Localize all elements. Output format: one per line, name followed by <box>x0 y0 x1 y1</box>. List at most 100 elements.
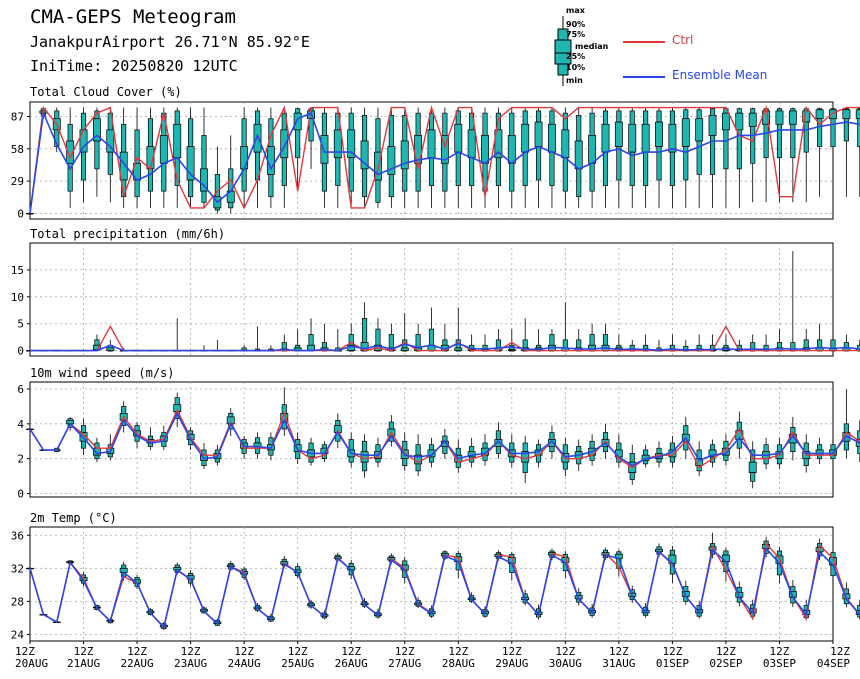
x-tick-date: 03SEP <box>763 657 796 670</box>
ensemble-box <box>360 434 369 478</box>
box-iqr <box>79 129 88 153</box>
box-lower <box>562 157 568 192</box>
ensemble-box <box>494 422 503 459</box>
ctrl-legend-label: Ctrl <box>672 33 694 47</box>
box-upper <box>402 560 408 566</box>
box-lower <box>375 350 381 352</box>
box-upper <box>147 118 154 147</box>
box-upper <box>509 112 515 136</box>
box-lower <box>750 126 756 164</box>
box-legend-label: 75% <box>566 30 586 39</box>
x-tick-date: 27AUG <box>388 657 421 670</box>
x-tick-hour: 12Z <box>395 645 415 658</box>
location-label: JanakpurAirport 26.71°N 85.92°E <box>30 33 310 51</box>
box-upper <box>362 440 368 453</box>
box-upper <box>656 546 662 550</box>
ensemble-box <box>186 107 195 208</box>
panel-1: 0 5 10 15 <box>11 242 860 358</box>
box-iqr <box>855 109 860 120</box>
box-lower <box>509 162 515 192</box>
box-lower <box>696 140 702 175</box>
box-lower <box>295 451 301 460</box>
box-lower <box>669 456 675 463</box>
x-tick-date: 23AUG <box>174 657 207 670</box>
box-lower <box>602 446 609 453</box>
ensemble-box <box>467 437 476 468</box>
box-lower <box>843 118 849 142</box>
box-lower <box>402 168 408 192</box>
box-lower <box>415 162 421 192</box>
ensemble-box <box>802 329 811 352</box>
box-lower <box>188 179 194 198</box>
box-lower <box>723 454 729 461</box>
ensemble-box <box>588 107 597 208</box>
box-iqr <box>561 129 570 159</box>
box-upper <box>134 577 140 581</box>
box-upper <box>254 437 261 444</box>
box-upper <box>241 118 247 147</box>
box-lower <box>241 447 247 454</box>
box-iqr <box>293 112 302 131</box>
box-upper <box>308 442 314 451</box>
panel-3: 24 28 32 36 <box>11 526 860 642</box>
box-lower <box>763 458 769 465</box>
box-iqr <box>534 121 543 147</box>
ctrl-line <box>29 408 860 469</box>
x-tick-date: 20AUG <box>15 657 48 670</box>
ensemble-box <box>92 107 101 197</box>
box-lower <box>80 440 87 449</box>
ensemble-box <box>387 415 396 447</box>
ensemble-box <box>360 107 369 208</box>
box-upper <box>830 444 836 451</box>
box-iqr <box>695 118 704 142</box>
box-upper <box>375 328 381 346</box>
ensemble-box <box>146 427 155 450</box>
x-tick-hour: 12Z <box>74 645 94 658</box>
ensemble-box <box>266 107 275 208</box>
box-upper <box>482 442 488 449</box>
ensemble-box <box>507 107 516 208</box>
box-lower <box>562 461 568 470</box>
x-tick-date: 24AUG <box>228 657 261 670</box>
box-lower <box>776 123 783 159</box>
panel-title-wind: 10m wind speed (m/s) <box>30 366 175 380</box>
box-upper <box>643 449 649 456</box>
box-lower <box>362 461 368 472</box>
init-time-label: IniTime: 20250820 12UTC <box>30 57 238 75</box>
ensemble-box <box>320 107 329 208</box>
box-lower <box>629 151 635 186</box>
ensemble-box <box>534 329 543 352</box>
box-iqr <box>668 123 677 153</box>
box-upper <box>469 446 475 453</box>
box-lower <box>536 146 542 181</box>
box-iqr <box>454 123 463 153</box>
box-iqr <box>521 123 530 153</box>
x-tick-hour: 12Z <box>15 645 35 658</box>
y-tick-label: 87 <box>11 110 24 123</box>
box-upper <box>495 430 501 440</box>
box-lower <box>455 151 461 186</box>
box-upper <box>388 421 394 430</box>
box-lower <box>723 129 729 170</box>
ensemble-box <box>320 323 329 352</box>
box-lower <box>442 162 448 192</box>
box-upper <box>188 118 194 147</box>
box-lower <box>321 162 327 192</box>
ensemble-box <box>173 318 182 352</box>
box-iqr <box>574 140 583 170</box>
box-lower <box>201 190 207 203</box>
box-upper <box>656 447 662 454</box>
x-tick-date: 22AUG <box>121 657 154 670</box>
ctrl-legend-line <box>623 41 665 43</box>
ensemble-box <box>601 323 610 352</box>
box-upper <box>643 344 649 350</box>
box-upper <box>522 339 528 349</box>
box-upper <box>295 344 301 349</box>
box-lower <box>281 157 287 186</box>
x-tick-hour: 12Z <box>234 645 254 658</box>
box-upper <box>776 342 783 349</box>
box-upper <box>455 447 461 456</box>
box-upper <box>616 110 622 123</box>
ensemble-box <box>788 107 797 203</box>
ensemble-box <box>200 107 208 208</box>
